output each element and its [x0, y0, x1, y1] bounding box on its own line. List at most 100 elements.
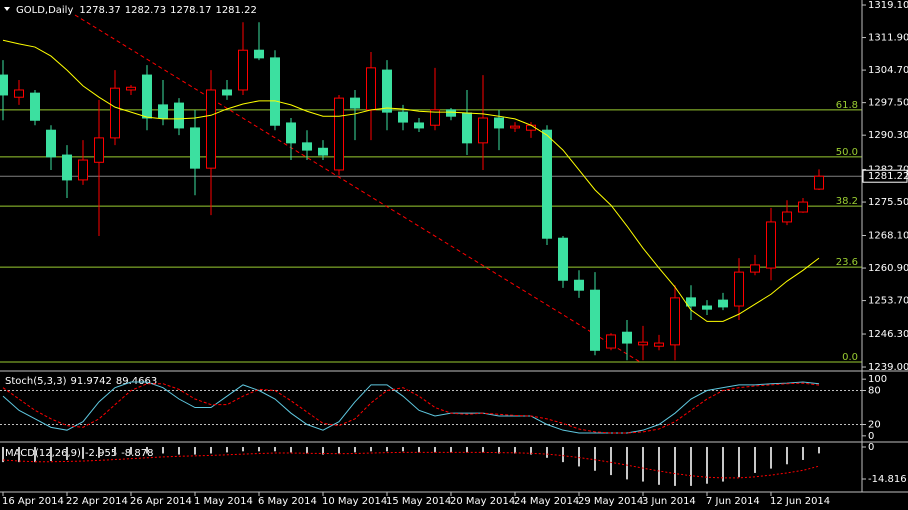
low-value: 1278.17 [170, 5, 211, 16]
macd-bar [322, 446, 324, 455]
macd-bar [226, 446, 228, 453]
y-tick-label: 1304.70 [868, 65, 908, 76]
candle-body [590, 289, 600, 351]
candle-body [222, 89, 232, 96]
close-value: 1281.22 [215, 5, 256, 16]
candle-body [206, 89, 216, 169]
macd-bar [530, 446, 532, 455]
stoch-title: Stoch(5,3,3) [5, 376, 67, 387]
y-tick-label: 80 [868, 386, 881, 397]
stoch-line [2, 381, 820, 434]
macd-bar [338, 446, 340, 454]
y-tick-label: 1239.00 [868, 362, 908, 373]
candle-body [334, 97, 344, 171]
candle-body [302, 142, 312, 151]
y-tick-label: 1253.70 [868, 296, 908, 307]
macd-signal [2, 451, 820, 479]
macd-bar [450, 446, 452, 453]
macd-bar [98, 446, 100, 458]
fib-label: 23.6 [836, 257, 858, 268]
candle-body [158, 104, 168, 119]
macd-bar [642, 446, 644, 482]
macd-bar [786, 446, 788, 465]
y-tick-label: 1311.90 [868, 33, 908, 44]
high-value: 1282.73 [125, 5, 166, 16]
y-tick-label: 20 [868, 420, 881, 431]
y-tick-label: 1268.10 [868, 231, 908, 242]
candle-body [94, 137, 104, 163]
candle-body [686, 297, 696, 307]
candle-body [670, 297, 680, 346]
candle-body [798, 201, 808, 213]
candle-body [366, 67, 376, 111]
macd-bar [402, 446, 404, 452]
y-tick-label: 0 [868, 442, 874, 453]
x-tick-label: 16 Apr 2014 [2, 496, 64, 507]
macd-bar [194, 446, 196, 455]
current-price-label: 1281.22 [868, 171, 908, 182]
macd-signal-value: -8.878 [121, 448, 153, 459]
macd-bar [370, 446, 372, 452]
current-price-box [862, 169, 908, 183]
macd-bar [50, 446, 52, 462]
macd-bar [82, 446, 84, 459]
candle-body [14, 89, 24, 98]
macd-main-value: -2.955 [85, 448, 117, 459]
macd-bar [546, 446, 548, 458]
candle-body [606, 334, 616, 349]
candle-body [350, 97, 360, 109]
candle-body [254, 49, 264, 59]
macd-bar [770, 446, 772, 469]
candle-body [46, 129, 56, 158]
macd-bar [434, 446, 436, 453]
candle-body [622, 331, 632, 344]
macd-bar [418, 446, 420, 453]
macd-bar [482, 446, 484, 453]
x-tick-label: 15 May 2014 [386, 496, 451, 507]
y-tick-label: 1319.10 [868, 0, 908, 11]
macd-bar [258, 446, 260, 452]
macd-bar [562, 446, 564, 463]
macd-bar [178, 446, 180, 455]
candle-body [398, 111, 408, 123]
x-tick-label: 22 Apr 2014 [66, 496, 128, 507]
x-tick-label: 24 May 2014 [514, 496, 579, 507]
candle-body [110, 87, 120, 139]
candle-body [382, 69, 392, 113]
macd-bar [626, 446, 628, 480]
candle-body [430, 109, 440, 126]
menu-icon[interactable] [4, 7, 10, 11]
macd-bar [610, 446, 612, 476]
candle-body [782, 211, 792, 223]
x-tick-label: 3 Jun 2014 [642, 496, 696, 507]
y-tick-label: 0 [868, 431, 874, 442]
macd-bar [802, 446, 804, 460]
fib-label: 0.0 [842, 352, 858, 363]
symbol: GOLD,Daily [16, 5, 73, 16]
candle-body [750, 264, 760, 273]
x-tick-label: 6 May 2014 [258, 496, 317, 507]
candle-body [478, 117, 488, 144]
candle-body [414, 122, 424, 129]
macd-bar [738, 446, 740, 478]
macd-bar [514, 446, 516, 454]
candle-body [654, 342, 664, 347]
stoch-line [2, 382, 820, 434]
macd-bar [818, 446, 820, 454]
candle-body [718, 299, 728, 308]
macd-bar [18, 446, 20, 463]
x-tick-label: 29 May 2014 [578, 496, 643, 507]
macd-bar [722, 446, 724, 482]
candle-body [238, 49, 248, 91]
y-tick-label: 1290.30 [868, 130, 908, 141]
y-tick-label: 100 [868, 374, 887, 385]
candle-body [0, 74, 8, 96]
candle-body [142, 74, 152, 119]
candle-body [494, 117, 504, 129]
candle-body [446, 109, 456, 117]
moving-average [2, 39, 820, 322]
x-tick-label: 26 Apr 2014 [130, 496, 192, 507]
candle-body [766, 221, 776, 269]
